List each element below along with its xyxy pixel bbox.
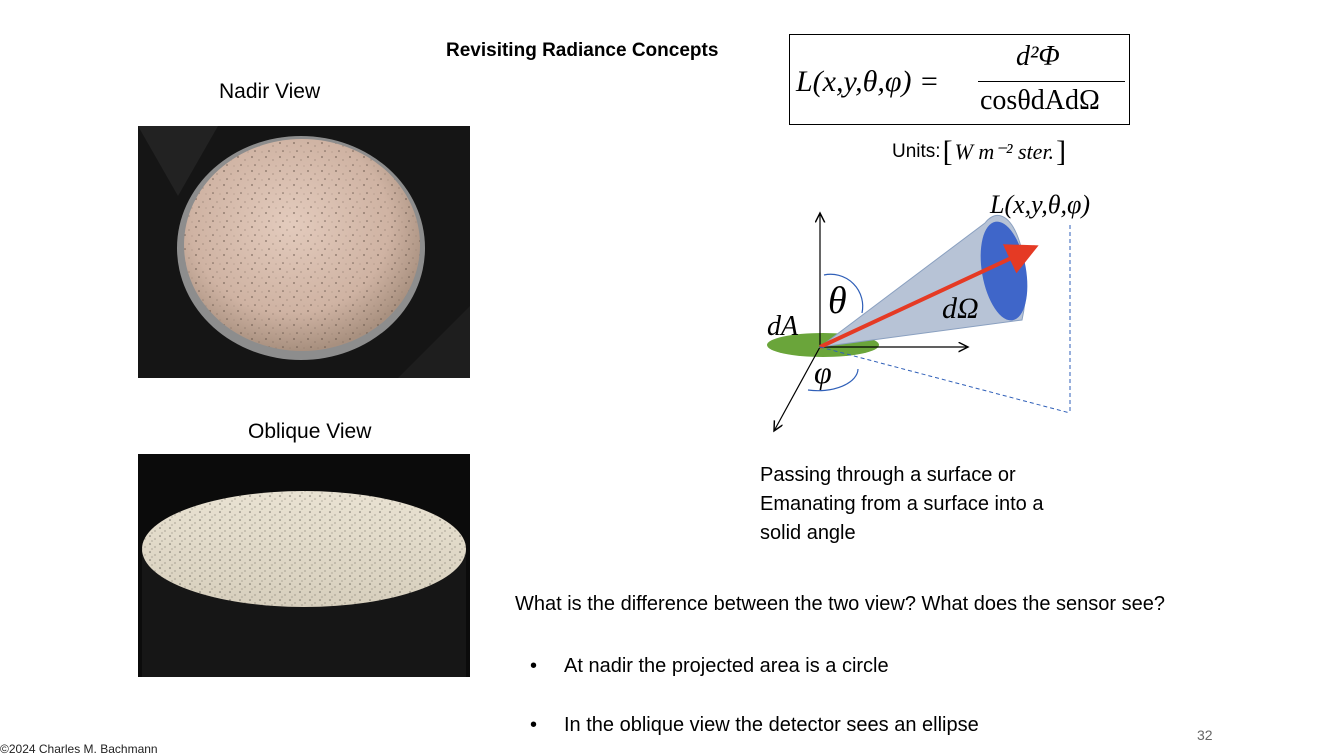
radiance-geometry-diagram: L(x,y,θ,φ) θ dA φ dΩ xyxy=(767,190,1090,445)
radiance-ray xyxy=(819,244,1039,349)
formula-denominator: cosθdAdΩ xyxy=(980,85,1100,116)
radiance-formula: L(x,y,θ,φ) = d²Φ cosθdAdΩ xyxy=(789,34,1130,125)
fraction-bar xyxy=(978,81,1125,82)
formula-numerator: d²Φ xyxy=(1016,41,1060,72)
projection-line xyxy=(819,346,1071,414)
units-left-bracket: [ xyxy=(942,135,953,168)
d-omega-label: dΩ xyxy=(942,292,979,325)
oblique-view-photo xyxy=(138,454,470,677)
phi-arc xyxy=(807,368,859,392)
bullet-dot: • xyxy=(530,714,538,736)
units-value: W m⁻² ster. xyxy=(954,139,1055,164)
radiance-description: Passing through a surface or Emanating f… xyxy=(760,461,1140,548)
description-line: Emanating from a surface into a xyxy=(760,493,1044,515)
nadir-photo-graphic xyxy=(138,126,470,378)
units-label: Units: xyxy=(892,141,941,162)
question-text: What is the difference between the two v… xyxy=(515,593,1165,615)
page-number: 32 xyxy=(1197,727,1213,743)
units-right-bracket: ] xyxy=(1056,135,1067,168)
nadir-view-photo xyxy=(138,126,470,378)
phi-label: φ xyxy=(814,354,832,390)
slide-title: Revisiting Radiance Concepts xyxy=(446,40,719,61)
description-line: Passing through a surface or xyxy=(760,464,1016,486)
bullet-text: In the oblique view the detector sees an… xyxy=(564,714,979,736)
oblique-view-label: Oblique View xyxy=(248,420,372,443)
copyright-footer: ©2024 Charles M. Bachmann xyxy=(0,742,158,756)
bullet-item: • At nadir the projected area is a circle xyxy=(530,655,889,678)
description-line: solid angle xyxy=(760,522,856,544)
dA-label: dA xyxy=(767,311,799,342)
nadir-view-label: Nadir View xyxy=(219,80,321,103)
theta-label: θ xyxy=(828,280,847,322)
units-row: Units: [ W m⁻² ster. ] xyxy=(892,130,1066,174)
y-axis xyxy=(774,346,821,431)
oblique-photo-graphic xyxy=(138,454,470,677)
theta-arc xyxy=(823,273,864,314)
bullet-text: At nadir the projected area is a circle xyxy=(564,655,889,677)
formula-lhs: L(x,y,θ,φ) = xyxy=(796,65,940,98)
bullet-dot: • xyxy=(530,655,538,677)
bullet-item: • In the oblique view the detector sees a… xyxy=(530,714,979,737)
radiance-label: L(x,y,θ,φ) xyxy=(989,190,1090,219)
